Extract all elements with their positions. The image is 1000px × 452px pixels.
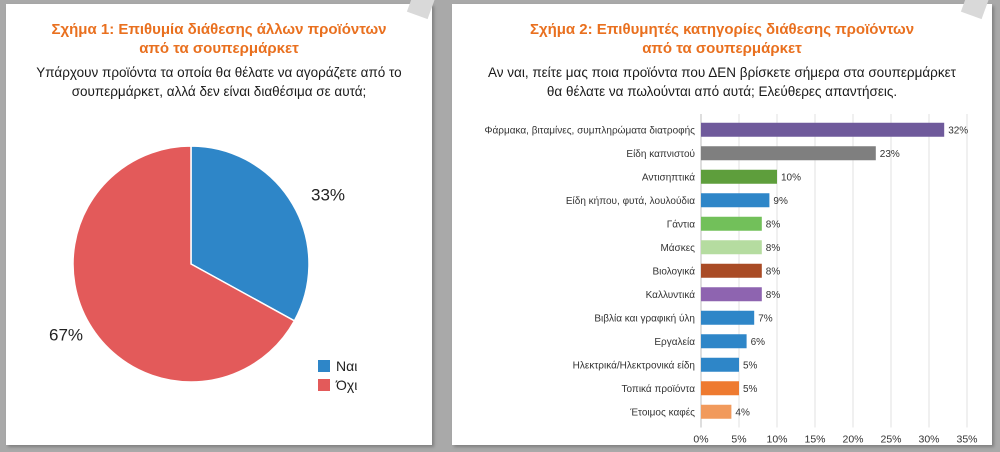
bar-value-label: 8% xyxy=(766,243,781,254)
bar xyxy=(701,404,732,419)
legend-swatch-0 xyxy=(318,360,330,372)
bar xyxy=(701,310,755,325)
pie-slice-1 xyxy=(72,145,296,383)
category-label: Φάρμακα, βιταμίνες, συμπληρώματα διατροφ… xyxy=(485,124,696,136)
category-label: Είδη καπνιστού xyxy=(626,148,695,160)
bar-value-label: 4% xyxy=(735,407,750,418)
category-label: Μάσκες xyxy=(660,242,695,254)
bar-chart: 0% 5% 10% 15% 20% 25% 30% 35% Φάρμακα, βιταμίνες… xyxy=(485,114,978,446)
chart1-title-line1: Σχήμα 1: Επιθυμία διάθεσης άλλων προϊόντ… xyxy=(51,21,387,38)
chart1-question-line1: Υπάρχουν προϊόντα τα οποία θα θέλατε να … xyxy=(36,65,402,80)
bar-value-label: 23% xyxy=(880,149,900,160)
chart2-question-line2: θα θέλατε να πωλούνται από αυτά; Ελεύθερ… xyxy=(546,84,898,99)
legend-label-1: Όχι xyxy=(335,377,357,393)
bar xyxy=(701,357,739,372)
bar xyxy=(701,240,762,255)
legend-label-0: Ναι xyxy=(336,358,357,374)
chart2-question-line1: Αν ναι, πείτε μας ποια προϊόντα που ΔΕΝ … xyxy=(488,65,956,80)
pie-slice-0 xyxy=(190,145,310,322)
category-label: Έτοιμος καφές xyxy=(629,406,695,418)
x-tick-label: 10% xyxy=(766,434,787,446)
category-label: Καλλυντικά xyxy=(646,289,696,301)
bar xyxy=(701,193,770,208)
chart1-question-line2: σουπερμάρκετ, αλλά δεν είναι διαθέσιμα σ… xyxy=(71,84,367,99)
pie-chart-panel: Σχήμα 1: Επιθυμία διάθεσης άλλων προϊόντ… xyxy=(6,0,436,445)
bar xyxy=(701,263,762,278)
chart1-title-line2: από τα σουπερμάρκετ xyxy=(139,40,299,57)
bar-value-label: 5% xyxy=(743,360,758,371)
chart2-title-line2: από τα σουπερμάρκετ xyxy=(642,40,802,57)
bar-value-label: 6% xyxy=(751,337,766,348)
x-tick-label: 15% xyxy=(804,434,825,446)
x-tick-label: 0% xyxy=(693,434,708,446)
pie-value-label-0: 33% xyxy=(311,185,345,204)
bar-chart-panel: Σχήμα 2: Επιθυμητές κατηγορίες διάθεσης … xyxy=(452,0,992,446)
bar-value-label: 8% xyxy=(766,266,781,277)
bar-value-label: 32% xyxy=(948,125,968,136)
bar xyxy=(701,381,739,396)
category-label: Είδη κήπου, φυτά, λουλούδια xyxy=(566,195,695,207)
bar-value-label: 8% xyxy=(766,290,781,301)
category-label: Αντισηπτικά xyxy=(642,171,695,183)
bar xyxy=(701,122,945,137)
bar-value-label: 7% xyxy=(758,313,773,324)
bar-value-label: 8% xyxy=(766,219,781,230)
pie-chart: 33% 67% Ναι Όχι xyxy=(49,145,357,393)
category-label: Εργαλεία xyxy=(654,336,695,348)
category-label: Τοπικά προϊόντα xyxy=(621,383,695,395)
x-tick-label: 25% xyxy=(880,434,901,446)
bar xyxy=(701,287,762,302)
bar-value-label: 10% xyxy=(781,172,801,183)
bar-value-label: 5% xyxy=(743,384,758,395)
bar xyxy=(701,169,777,184)
category-label: Ηλεκτρικά/Ηλεκτρονικά είδη xyxy=(573,359,695,371)
category-label: Βιβλία και γραφική ύλη xyxy=(594,312,695,324)
category-label: Βιολογικά xyxy=(652,265,695,277)
x-tick-label: 5% xyxy=(731,434,746,446)
legend-swatch-1 xyxy=(318,379,330,391)
chart2-title-line1: Σχήμα 2: Επιθυμητές κατηγορίες διάθεσης … xyxy=(529,21,915,38)
x-tick-label: 35% xyxy=(956,434,977,446)
bar-value-label: 9% xyxy=(773,196,788,207)
bar xyxy=(701,146,876,161)
x-tick-label: 30% xyxy=(918,434,939,446)
pie-value-label-1: 67% xyxy=(49,325,83,344)
bar xyxy=(701,334,747,349)
x-tick-label: 20% xyxy=(842,434,863,446)
category-label: Γάντια xyxy=(667,218,695,230)
bar xyxy=(701,216,762,231)
